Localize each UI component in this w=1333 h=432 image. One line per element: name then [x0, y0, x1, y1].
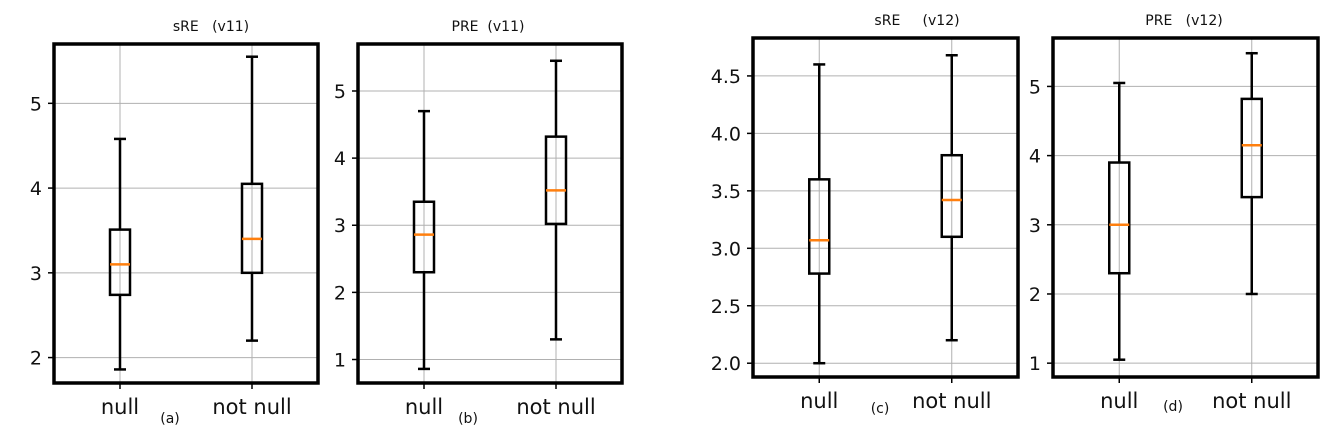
panel-label: (b) — [458, 411, 478, 427]
iqr-box — [1240, 97, 1263, 199]
x-tick-label: not null — [912, 389, 991, 413]
x-tick-label: null — [800, 389, 838, 413]
iqr-box — [544, 135, 568, 226]
y-tick-label: 3 — [30, 263, 42, 285]
box-not-null — [240, 55, 264, 342]
panel-title: PRE (v12) — [1145, 13, 1222, 29]
x-tick-label: not null — [516, 395, 595, 419]
box-null — [808, 63, 831, 365]
box-not-null — [940, 53, 963, 342]
panel-label: (a) — [160, 411, 180, 427]
y-tick-label: 2 — [334, 282, 346, 304]
box-not-null — [1240, 51, 1263, 296]
y-tick-label: 5 — [1029, 76, 1041, 98]
iqr-box — [412, 200, 436, 274]
box-not-null — [544, 59, 568, 341]
iqr-box — [940, 153, 963, 239]
x-tick-label: not null — [1212, 389, 1291, 413]
y-tick-label: 4 — [1029, 146, 1041, 168]
panel-3: 2.0 2.5 3.0 3.5 4.0 4.5 null not null sRE (v12) (… — [711, 13, 1020, 417]
y-tick-label: 3.0 — [711, 238, 741, 260]
y-tick-label: 4.5 — [711, 66, 741, 88]
iqr-box — [108, 228, 132, 297]
y-tick-label: 3 — [334, 215, 346, 237]
iqr-box — [1108, 161, 1131, 275]
panel-label: (d) — [1163, 399, 1183, 415]
axes-frame — [356, 42, 624, 385]
x-tick-label: null — [101, 395, 139, 419]
y-tick-label: 5 — [30, 93, 42, 115]
box-null — [412, 109, 436, 371]
y-tick-label: 4 — [30, 178, 42, 200]
box-null — [108, 137, 132, 371]
panel-title: sRE (v11) — [173, 19, 249, 35]
panel-label: (c) — [871, 401, 890, 417]
y-tick-label: 2 — [1029, 284, 1041, 306]
y-tick-label: 5 — [334, 81, 346, 103]
y-tick-label: 1 — [334, 350, 346, 372]
panel-title: PRE (v11) — [452, 19, 525, 35]
axes-frame — [1051, 36, 1320, 379]
iqr-box — [808, 178, 831, 275]
x-tick-label: null — [1100, 389, 1138, 413]
axes-frame — [751, 36, 1020, 379]
axes-frame — [52, 42, 320, 385]
y-tick-label: 4.0 — [711, 123, 741, 145]
panel-4: 1 2 3 4 5 null not null PRE (v12) (d) — [1029, 13, 1320, 415]
y-tick-label: 2 — [30, 348, 42, 370]
panel-2: 1 2 3 4 5 null not null PRE (v11) (b) — [334, 19, 624, 427]
y-tick-label: 3 — [1029, 215, 1041, 237]
panel-1: 2 3 4 5 null not null sRE (v11) (a) — [30, 19, 320, 427]
panel-title: sRE (v12) — [874, 13, 959, 29]
box-null — [1108, 81, 1131, 361]
y-tick-label: 2.5 — [711, 296, 741, 318]
y-tick-label: 1 — [1029, 353, 1041, 375]
y-tick-label: 3.5 — [711, 181, 741, 203]
y-tick-label: 2.0 — [711, 353, 741, 375]
x-tick-label: not null — [212, 395, 291, 419]
x-tick-label: null — [405, 395, 443, 419]
iqr-box — [240, 182, 264, 275]
y-tick-label: 4 — [334, 148, 346, 170]
